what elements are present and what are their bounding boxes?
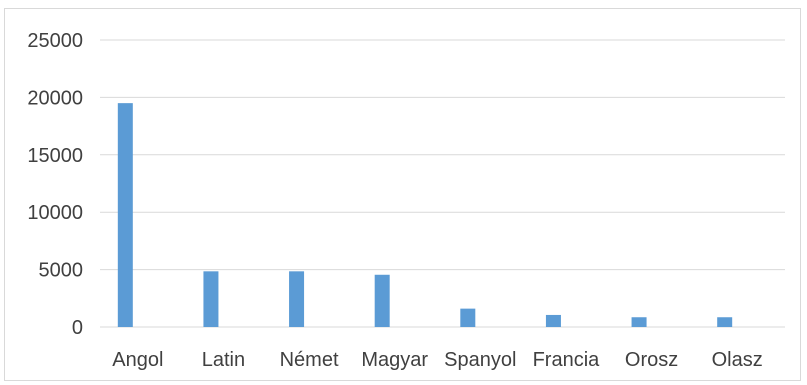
y-tick-label: 5000 bbox=[39, 260, 84, 282]
bar-német bbox=[289, 271, 305, 327]
bar-olasz bbox=[717, 317, 733, 327]
bar-orosz bbox=[631, 317, 647, 327]
x-tick-label: Angol bbox=[112, 349, 163, 371]
y-tick-label: 20000 bbox=[27, 87, 83, 109]
bar-spanyol bbox=[460, 308, 476, 327]
x-tick-label: Latin bbox=[202, 349, 245, 371]
bar-francia bbox=[545, 314, 561, 327]
x-tick-label: Orosz bbox=[625, 349, 678, 371]
y-tick-label: 0 bbox=[72, 317, 83, 339]
y-tick-label: 15000 bbox=[27, 145, 83, 167]
bar-latin bbox=[203, 271, 219, 327]
bar-angol bbox=[117, 103, 133, 327]
x-tick-label: Spanyol bbox=[444, 349, 516, 371]
x-tick-label: Német bbox=[280, 349, 339, 371]
y-tick-label: 10000 bbox=[27, 202, 83, 224]
x-tick-label: Francia bbox=[533, 349, 601, 371]
bar-magyar bbox=[374, 274, 390, 327]
x-tick-label: Olasz bbox=[712, 349, 763, 371]
chart-frame bbox=[4, 8, 801, 381]
y-tick-label: 25000 bbox=[27, 30, 83, 52]
x-tick-label: Magyar bbox=[361, 349, 428, 371]
